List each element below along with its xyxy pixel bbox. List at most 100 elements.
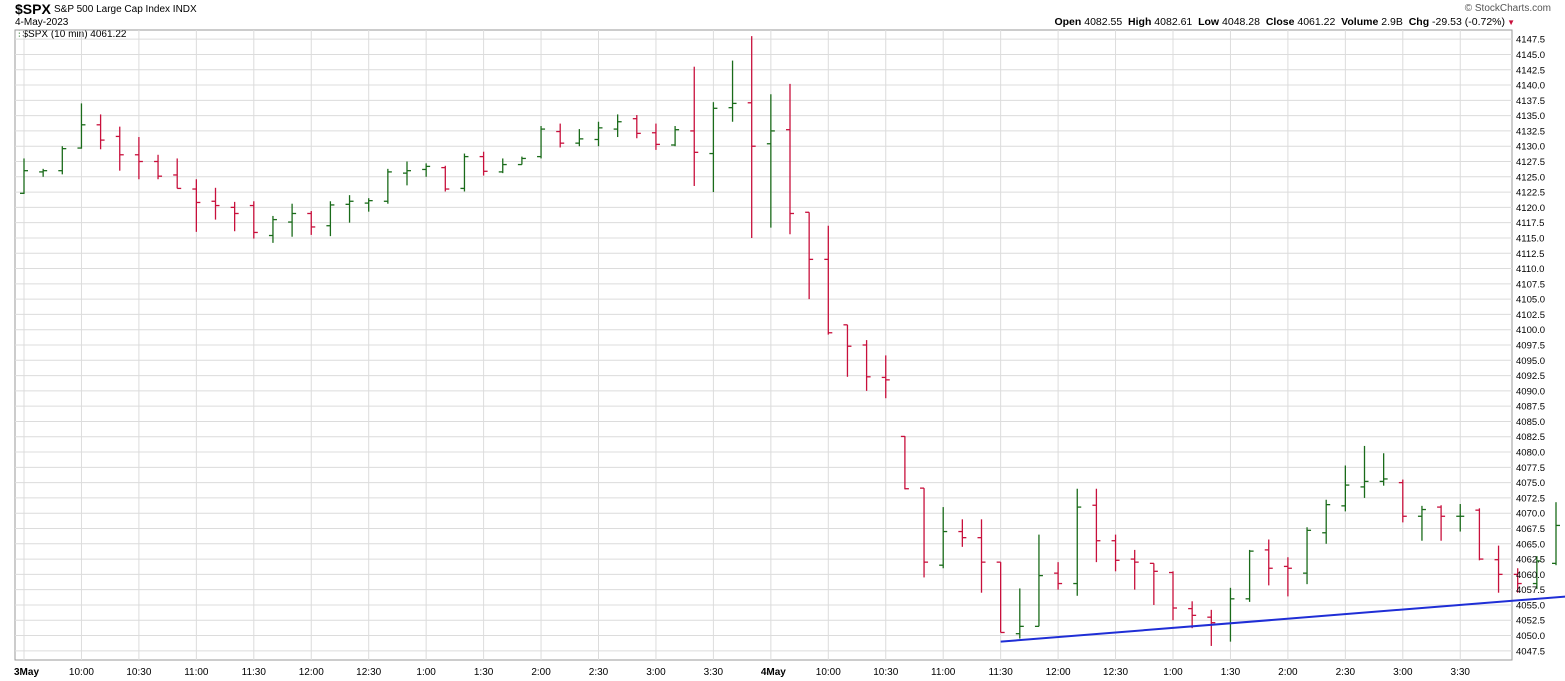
ohlc-bar [230, 201, 239, 232]
chart-header: $SPX S&P 500 Large Cap Index INDX 4-May-… [0, 0, 1565, 28]
y-tick-label: 4132.5 [1516, 126, 1545, 137]
x-tick-label: 2:30 [589, 667, 609, 678]
x-tick-label: 2:00 [531, 667, 551, 678]
ohlc-bar [441, 165, 450, 192]
ohlc-bar [537, 126, 546, 159]
low-value: 4048.28 [1222, 16, 1260, 28]
x-axis: 3May 10:00 10:30 11:00 11:30 12:00 12:30 1:00 1:… [14, 667, 1470, 678]
y-tick-label: 4115.0 [1516, 233, 1544, 244]
x-tick-label: 2:30 [1336, 667, 1356, 678]
ohlc-bar [824, 225, 833, 335]
y-tick-label: 4047.5 [1516, 646, 1545, 657]
ohlc-bar [154, 154, 163, 180]
ohlc-readout: Open 4082.55 High 4082.61 Low 4048.28 Cl… [1054, 16, 1505, 28]
series-legend: ⫶ $SPX (10 min) 4061.22 [18, 29, 126, 40]
ohlc-bar [1111, 534, 1120, 572]
y-tick-label: 4080.0 [1516, 448, 1545, 459]
y-tick-label: 4095.0 [1516, 356, 1545, 367]
ohlc-bar [1532, 556, 1541, 590]
ohlc-bar [671, 126, 680, 147]
ohlc-bar [517, 156, 526, 166]
x-tick-label: 3:30 [704, 667, 724, 678]
ohlc-bar [460, 153, 469, 192]
y-tick-label: 4075.0 [1516, 478, 1545, 489]
ohlc-bar [1341, 465, 1350, 512]
y-tick-label: 4135.0 [1516, 111, 1545, 122]
ohlc-bar [1054, 562, 1063, 590]
open-label: Open [1054, 16, 1082, 28]
x-tick-label: 1:30 [1221, 667, 1241, 678]
ohlc-bar [39, 168, 48, 177]
y-tick-label: 4057.5 [1516, 585, 1545, 596]
x-tick-label: 1:00 [416, 667, 436, 678]
ohlc-bar [843, 324, 852, 377]
y-tick-label: 4120.0 [1516, 203, 1545, 214]
y-tick-label: 4090.0 [1516, 386, 1545, 397]
y-tick-label: 4105.0 [1516, 295, 1545, 306]
ohlc-bar [556, 123, 565, 148]
trendline-layer [1000, 595, 1565, 643]
y-tick-label: 4127.5 [1516, 157, 1545, 168]
ohlc-bar [96, 114, 105, 150]
x-tick-label: 10:00 [69, 667, 94, 678]
y-tick-label: 4112.5 [1516, 249, 1544, 260]
x-tick-label: 12:00 [299, 667, 324, 678]
x-tick-label: 11:30 [242, 667, 267, 678]
ohlc-bar [1149, 562, 1158, 605]
y-tick-label: 4092.5 [1516, 371, 1545, 382]
y-tick-label: 4070.0 [1516, 509, 1545, 520]
ohlc-bar [958, 519, 967, 547]
high-label: High [1128, 16, 1152, 28]
ohlc-bar [115, 126, 124, 171]
y-tick-label: 4117.5 [1516, 218, 1544, 229]
ohlc-bar [77, 103, 86, 149]
x-tick-label: 11:00 [184, 667, 209, 678]
y-tick-label: 4137.5 [1516, 96, 1545, 107]
x-tick-label: 3:00 [646, 667, 666, 678]
x-tick-label: 12:30 [1103, 667, 1128, 678]
legend-text: $SPX (10 min) 4061.22 [22, 29, 127, 40]
x-tick-label: 10:30 [126, 667, 151, 678]
ohlc-bar [862, 340, 871, 391]
ohlc-bar [364, 198, 373, 212]
x-tick-label: 2:00 [1278, 667, 1298, 678]
ohlc-bar [1360, 445, 1369, 498]
ohlc-bar [1283, 557, 1292, 597]
ohlc-bar [1456, 504, 1465, 532]
y-tick-label: 4087.5 [1516, 402, 1545, 413]
ohlc-bar [920, 487, 929, 578]
y-tick-label: 4125.0 [1516, 172, 1545, 183]
y-tick-label: 4050.0 [1516, 631, 1545, 642]
y-tick-label: 4107.5 [1516, 279, 1545, 290]
chart-date: 4-May-2023 [15, 17, 69, 28]
x-tick-label: 10:00 [816, 667, 841, 678]
ohlc-bar [326, 201, 335, 237]
ohlc-bar [173, 158, 182, 190]
y-tick-label: 4140.0 [1516, 81, 1545, 92]
exchange-label: INDX [172, 4, 197, 15]
volume-label: Volume [1341, 16, 1379, 28]
ohlc-bar [345, 195, 354, 223]
ohlc-bar [1552, 502, 1560, 566]
ohlc-bar [498, 158, 507, 174]
y-axis: 4047.5 4050.0 4052.5 4055.0 4057.5 4060.0 4062… [1516, 35, 1545, 658]
ohlc-bar [766, 94, 775, 228]
x-tick-label: 11:00 [931, 667, 956, 678]
close-value: 4061.22 [1297, 16, 1336, 28]
close-label: Close [1265, 16, 1295, 28]
y-tick-label: 4065.0 [1516, 539, 1545, 550]
y-tick-label: 4147.5 [1516, 35, 1545, 46]
x-tick-label: 1:00 [1163, 667, 1183, 678]
ohlc-bar [1264, 539, 1273, 586]
x-tick-label: 1:30 [474, 667, 494, 678]
low-label: Low [1198, 16, 1220, 28]
ohlc-bar [422, 163, 431, 177]
volume-value: 2.9B [1381, 16, 1403, 28]
symbol-full-name: S&P 500 Large Cap Index [54, 4, 171, 15]
ohlc-bar [1494, 545, 1503, 593]
ohlc-bar [1513, 568, 1522, 593]
ohlc-bar [1015, 588, 1024, 639]
ohlc-bar [1379, 453, 1388, 486]
y-tick-label: 4142.5 [1516, 65, 1545, 76]
